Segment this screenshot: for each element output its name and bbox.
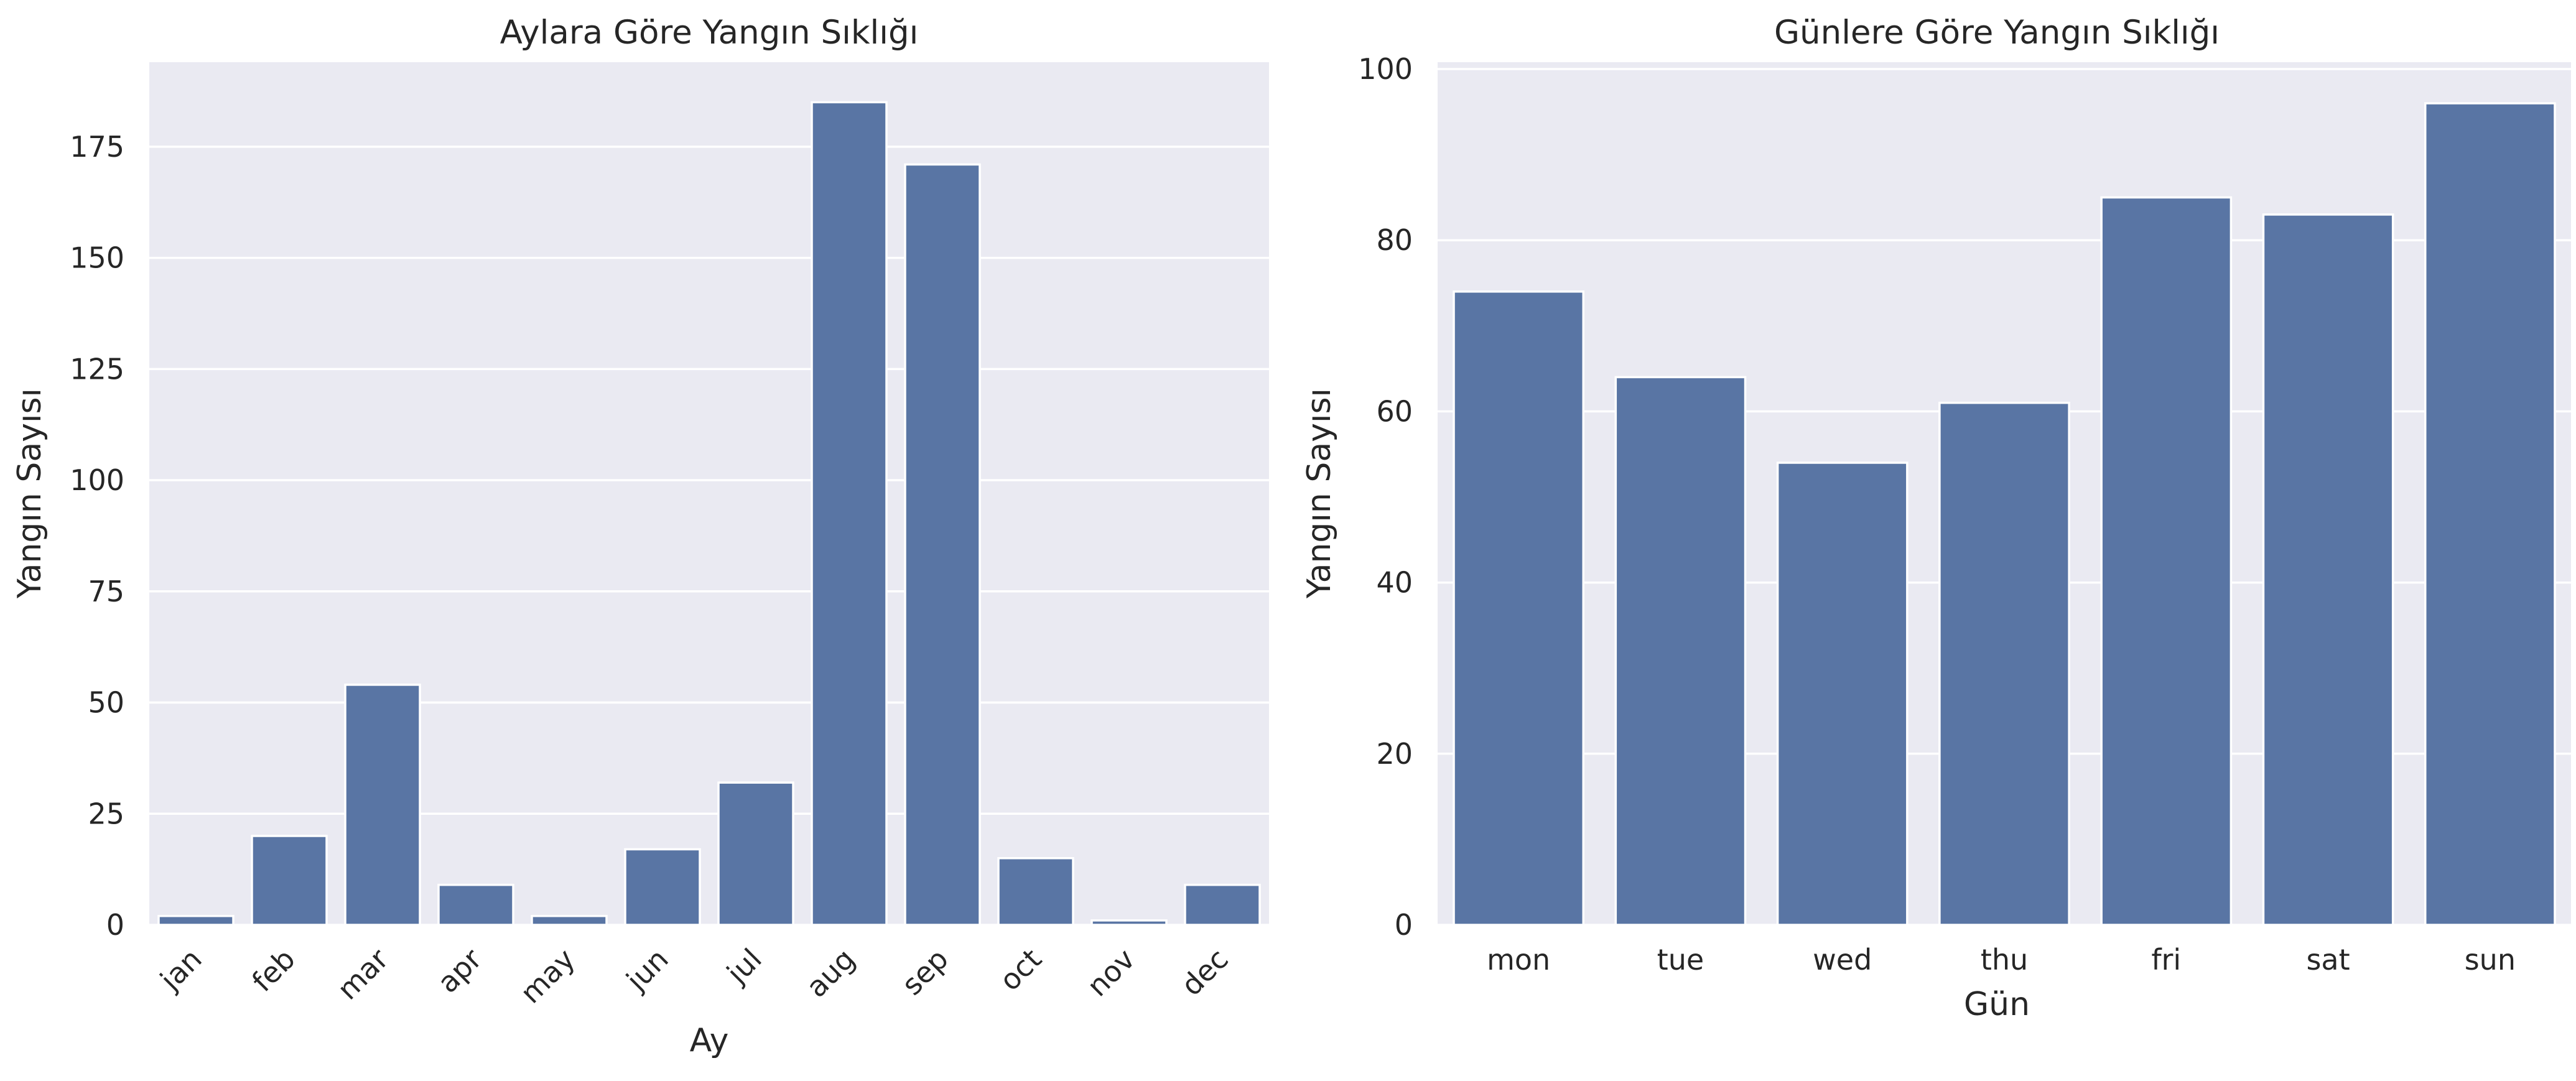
x-tick-label-day-wed: wed (1813, 943, 1872, 977)
x-tick-label-month-may: may (514, 942, 582, 1010)
x-tick-label-month-sep: sep (895, 942, 955, 1002)
x-tick-label-month-jun: jun (620, 942, 675, 998)
x-tick-label-month-nov: nov (1081, 942, 1142, 1003)
y-tick-label-month-50: 50 (88, 686, 124, 720)
y-tick-label-day-60: 60 (1376, 394, 1413, 428)
x-tick-label-day-thu: thu (1981, 943, 2028, 977)
bar-day-mon (1453, 290, 1585, 926)
x-tick-label-month-jul: jul (720, 942, 768, 991)
x-tick-label-month-apr: apr (431, 942, 488, 1000)
bar-month-apr (437, 883, 514, 926)
bar-month-mar (344, 684, 421, 926)
x-tick-label-day-mon: mon (1487, 943, 1550, 977)
bar-month-nov (1090, 919, 1168, 926)
x-tick-label-month-aug: aug (799, 942, 861, 1004)
y-tick-label-month-125: 125 (70, 352, 124, 386)
bar-month-sep (904, 163, 981, 926)
plot-area-months (149, 62, 1269, 925)
bar-month-aug (811, 101, 888, 926)
x-tick-label-day-sat: sat (2306, 943, 2350, 977)
bar-month-jun (624, 848, 701, 926)
y-axis-label-days: Yangın Sayısı (1301, 388, 1338, 599)
x-tick-label-month-mar: mar (331, 942, 395, 1006)
x-tick-label-day-tue: tue (1657, 943, 1704, 977)
chart-title-months: Aylara Göre Yangın Sıklığı (500, 14, 919, 52)
bar-month-oct (997, 857, 1074, 926)
x-tick-label-month-jan: jan (153, 942, 208, 997)
x-tick-label-month-oct: oct (993, 942, 1048, 998)
bar-month-dec (1184, 883, 1261, 926)
bar-day-wed (1776, 462, 1909, 926)
y-tick-label-day-80: 80 (1376, 223, 1413, 257)
bars-days (1453, 102, 2556, 926)
bar-day-tue (1614, 376, 1747, 926)
y-tick-label-day-40: 40 (1376, 566, 1413, 600)
y-tick-label-month-150: 150 (70, 241, 124, 275)
y-tick-label-month-0: 0 (106, 908, 124, 942)
y-tick-label-day-0: 0 (1395, 908, 1413, 942)
bar-day-sat (2262, 213, 2394, 926)
bar-day-sun (2424, 102, 2556, 926)
x-ticks-days: mon tue wed thu fri sat sun (1487, 943, 2516, 977)
x-tick-label-month-dec: dec (1174, 942, 1235, 1003)
x-tick-label-day-sun: sun (2465, 943, 2516, 977)
y-tick-label-month-175: 175 (70, 130, 124, 164)
chart-title-days: Günlere Göre Yangın Sıklığı (1774, 14, 2220, 52)
y-ticks-months: 0 25 50 75 100 125 150 175 (70, 130, 124, 942)
bar-month-may (531, 914, 608, 926)
x-tick-label-day-fri: fri (2151, 943, 2181, 977)
chart-days: mon tue wed thu fri sat sun 0 20 40 60 80 100 Günle… (1301, 14, 2571, 1023)
y-tick-label-day-20: 20 (1376, 737, 1413, 771)
y-tick-label-month-25: 25 (88, 797, 124, 830)
x-axis-label-days: Gün (1964, 986, 2030, 1023)
bar-day-thu (1938, 401, 2070, 926)
chart-months: jan feb mar apr may jun jul aug sep oct nov dec 0 25… (11, 14, 1269, 1059)
y-tick-label-month-100: 100 (70, 463, 124, 497)
bar-month-jan (157, 914, 235, 926)
x-tick-label-month-feb: feb (245, 942, 301, 998)
y-axis-label-months: Yangın Sayısı (11, 388, 49, 599)
bar-day-fri (2100, 196, 2233, 926)
grid-months (149, 146, 1269, 926)
bar-month-jul (717, 781, 794, 926)
x-ticks-months: jan feb mar apr may jun jul aug sep oct nov dec (153, 942, 1234, 1010)
y-ticks-days: 0 20 40 60 80 100 (1358, 52, 1413, 942)
bar-month-feb (251, 835, 328, 926)
x-axis-label-months: Ay (690, 1022, 729, 1059)
y-tick-label-month-75: 75 (88, 575, 124, 608)
bars-months (157, 101, 1261, 926)
y-tick-label-day-100: 100 (1358, 52, 1413, 86)
